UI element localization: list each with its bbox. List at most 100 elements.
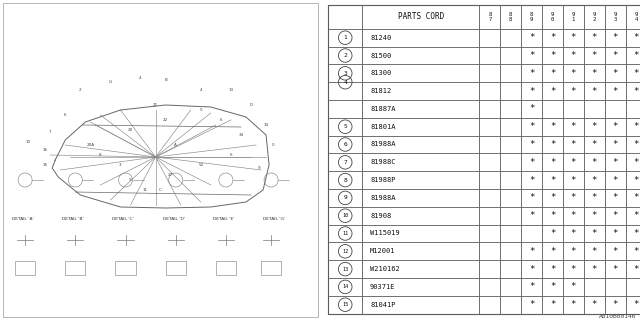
Bar xyxy=(584,118,605,136)
Text: 9: 9 xyxy=(343,196,347,200)
Text: *: * xyxy=(591,51,597,60)
Bar xyxy=(584,100,605,118)
Text: 3: 3 xyxy=(119,163,122,167)
Bar xyxy=(625,5,640,29)
Text: *: * xyxy=(571,33,576,42)
Bar xyxy=(500,82,521,100)
Bar xyxy=(584,296,605,314)
Bar xyxy=(605,296,625,314)
Text: *: * xyxy=(529,69,534,78)
Bar xyxy=(584,136,605,153)
Bar xyxy=(362,153,479,171)
Text: *: * xyxy=(612,87,618,96)
Text: *: * xyxy=(634,229,639,238)
Bar xyxy=(605,47,625,64)
Bar xyxy=(479,47,500,64)
Bar xyxy=(521,82,542,100)
Text: *: * xyxy=(529,51,534,60)
Text: *: * xyxy=(634,176,639,185)
Bar xyxy=(500,153,521,171)
Bar xyxy=(521,29,542,47)
Text: *: * xyxy=(634,33,639,42)
Text: *: * xyxy=(634,300,639,309)
Bar xyxy=(479,82,500,100)
Bar xyxy=(500,260,521,278)
Bar xyxy=(328,47,362,64)
Text: 81988P: 81988P xyxy=(370,177,396,183)
Bar xyxy=(15,261,35,275)
Text: 3: 3 xyxy=(343,71,347,76)
Text: *: * xyxy=(550,33,555,42)
Text: *: * xyxy=(529,158,534,167)
Text: 8
8: 8 8 xyxy=(509,12,512,22)
Text: *: * xyxy=(612,300,618,309)
Text: *: * xyxy=(612,158,618,167)
Bar xyxy=(362,296,479,314)
Text: DETAIL 'A': DETAIL 'A' xyxy=(12,217,34,221)
Text: *: * xyxy=(550,211,555,220)
Text: 5: 5 xyxy=(200,108,202,112)
Text: DETAIL 'E': DETAIL 'E' xyxy=(213,217,234,221)
Text: *: * xyxy=(634,211,639,220)
Text: 81887A: 81887A xyxy=(370,106,396,112)
Bar xyxy=(563,260,584,278)
Bar xyxy=(584,29,605,47)
Text: *: * xyxy=(550,282,555,292)
Text: 12: 12 xyxy=(342,249,348,254)
Bar xyxy=(521,100,542,118)
Bar xyxy=(625,47,640,64)
Bar xyxy=(500,47,521,64)
Text: 2: 2 xyxy=(79,88,82,92)
Bar xyxy=(584,64,605,82)
Bar xyxy=(328,82,362,100)
Bar xyxy=(479,136,500,153)
Text: 14: 14 xyxy=(342,284,348,289)
Text: 81812: 81812 xyxy=(370,88,392,94)
Text: 15: 15 xyxy=(342,302,348,307)
Bar xyxy=(563,243,584,260)
Bar xyxy=(65,261,85,275)
Text: *: * xyxy=(634,193,639,202)
Bar xyxy=(500,64,521,82)
Text: *: * xyxy=(612,247,618,256)
Bar xyxy=(362,64,479,82)
Text: 11: 11 xyxy=(143,188,148,192)
Bar xyxy=(605,171,625,189)
Bar xyxy=(362,278,479,296)
Bar xyxy=(479,5,500,29)
Bar xyxy=(625,100,640,118)
Bar xyxy=(625,243,640,260)
Bar xyxy=(542,278,563,296)
Bar xyxy=(115,261,136,275)
Text: 81041P: 81041P xyxy=(370,302,396,308)
Bar xyxy=(521,136,542,153)
Bar xyxy=(584,243,605,260)
Bar xyxy=(521,243,542,260)
Text: 8
7: 8 7 xyxy=(488,12,492,22)
Bar xyxy=(584,260,605,278)
Text: *: * xyxy=(591,211,597,220)
Bar xyxy=(521,260,542,278)
Bar xyxy=(166,261,186,275)
Bar xyxy=(584,225,605,243)
Bar xyxy=(625,64,640,82)
Text: 8: 8 xyxy=(99,153,102,157)
Bar xyxy=(362,5,479,29)
Bar xyxy=(584,153,605,171)
Text: 9
1: 9 1 xyxy=(572,12,575,22)
Text: *: * xyxy=(571,51,576,60)
Text: 14: 14 xyxy=(264,123,269,127)
Bar xyxy=(605,260,625,278)
Text: *: * xyxy=(634,122,639,131)
Bar xyxy=(500,296,521,314)
Text: 4: 4 xyxy=(343,80,347,85)
Text: 2: 2 xyxy=(343,53,347,58)
Bar xyxy=(479,100,500,118)
Text: *: * xyxy=(529,211,534,220)
Text: *: * xyxy=(529,282,534,292)
Bar xyxy=(479,118,500,136)
Bar xyxy=(479,278,500,296)
Text: G: G xyxy=(109,80,112,84)
Bar xyxy=(625,118,640,136)
Bar xyxy=(605,29,625,47)
